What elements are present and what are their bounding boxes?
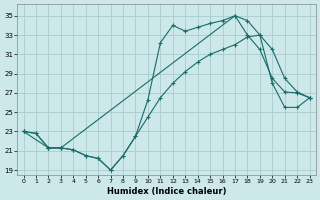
X-axis label: Humidex (Indice chaleur): Humidex (Indice chaleur) bbox=[107, 187, 226, 196]
